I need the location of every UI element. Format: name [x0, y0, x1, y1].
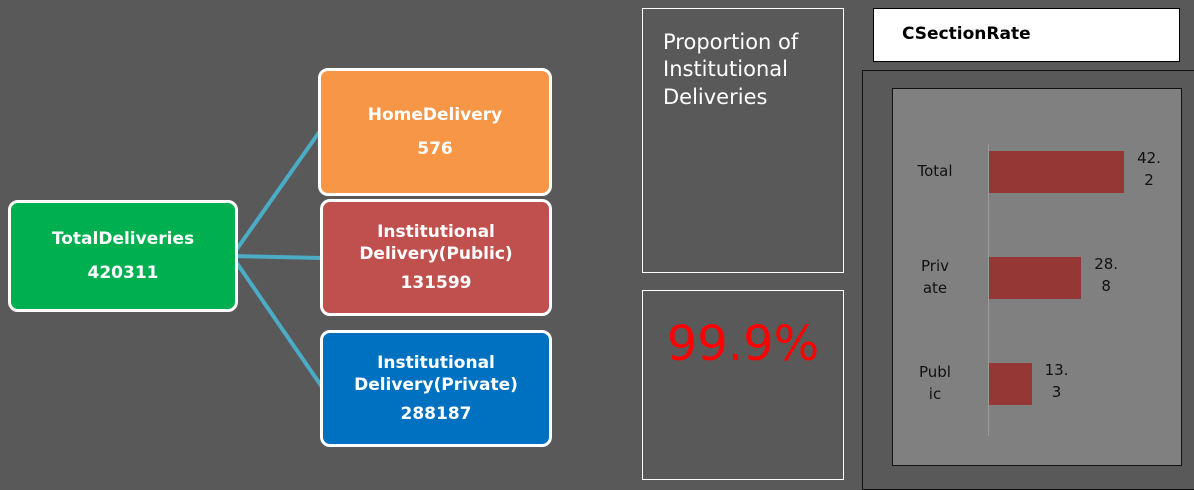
category-axis: [988, 144, 989, 436]
node-private: Institutional Delivery(Private) 288187: [320, 330, 552, 447]
node-label: TotalDeliveries: [51, 228, 195, 249]
node-value: 131599: [400, 272, 472, 293]
bar: [989, 151, 1125, 193]
bar: [989, 363, 1032, 405]
value-label: 42.2: [1137, 149, 1161, 189]
node-value: 420311: [87, 263, 159, 283]
proportion-title: Proportion of Institutional Deliveries: [663, 30, 799, 109]
node-label: Institutional Delivery(Private): [354, 353, 518, 396]
value-label: 13.3: [1044, 361, 1069, 401]
proportion-value: 99.9%: [666, 316, 820, 372]
node-label: Institutional Delivery(Public): [359, 222, 513, 265]
category-label: Private: [921, 257, 949, 297]
connector: [231, 254, 323, 260]
plot-area: Total 42.2 Private 28.8 Public 13.3: [892, 88, 1182, 466]
chart-title: CSectionRate: [902, 24, 1031, 44]
node-label: HomeDelivery: [367, 104, 503, 125]
node-total: TotalDeliveries 420311: [8, 200, 238, 312]
node-value: 288187: [400, 403, 472, 424]
connector: [230, 129, 322, 258]
category-label: Public: [919, 363, 951, 403]
node-value: 576: [417, 139, 453, 159]
category-label: Total: [917, 162, 953, 181]
node-home: HomeDelivery 576: [318, 68, 552, 196]
connector-lines: [230, 129, 324, 389]
connectors: [230, 129, 324, 389]
proportion-title-box: Proportion of Institutional Deliveries: [642, 8, 844, 273]
bar: [989, 257, 1082, 299]
proportion-value-box: 99.9%: [642, 290, 844, 480]
value-label: 28.8: [1094, 255, 1119, 295]
node-public: Institutional Delivery(Public) 131599: [320, 199, 552, 316]
chart-title-box: CSectionRate: [873, 8, 1180, 62]
dashboard: TotalDeliveries 420311 HomeDelivery 576 …: [8, 8, 1194, 490]
connector: [230, 254, 324, 389]
